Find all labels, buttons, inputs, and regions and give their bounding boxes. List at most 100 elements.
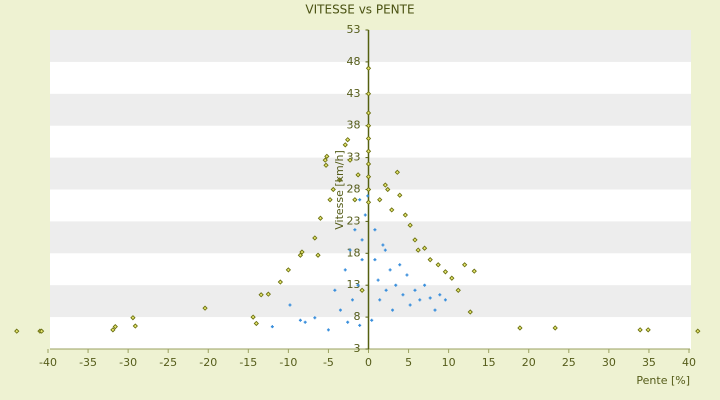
point: [471, 268, 477, 274]
point: [377, 197, 383, 203]
point: [322, 157, 328, 163]
point: [376, 278, 380, 282]
point: [270, 325, 274, 329]
y-tick-label: 13: [347, 278, 361, 291]
point: [401, 293, 405, 297]
point: [394, 283, 398, 287]
x-tick-label: 15: [482, 356, 496, 369]
point: [378, 298, 382, 302]
point: [408, 303, 412, 307]
point: [365, 161, 372, 167]
point: [355, 172, 361, 178]
point: [365, 91, 372, 97]
y-tick-label: 28: [347, 183, 361, 196]
point: [415, 247, 421, 253]
point: [365, 174, 372, 180]
point: [402, 212, 408, 218]
point: [299, 249, 305, 255]
point: [421, 245, 428, 251]
point: [342, 142, 348, 148]
point: [130, 315, 136, 321]
point: [637, 327, 643, 333]
y-tick-label: 23: [347, 214, 361, 227]
x-tick-label: 5: [405, 356, 412, 369]
point: [110, 327, 116, 333]
point: [324, 153, 330, 159]
point: [343, 268, 347, 272]
y-tick-label: 38: [347, 119, 361, 132]
point: [356, 283, 360, 287]
x-tick-label: -5: [323, 356, 334, 369]
point: [250, 314, 256, 320]
point: [337, 177, 343, 183]
y-tick-label: 48: [347, 55, 361, 68]
point: [288, 303, 292, 307]
y-tick-label: 3: [354, 342, 361, 355]
x-axis-label: Pente [%]: [636, 374, 690, 387]
point: [359, 287, 365, 293]
point: [265, 291, 271, 297]
point: [330, 186, 336, 193]
point: [407, 222, 413, 228]
point: [467, 309, 473, 315]
x-tick-label: 40: [682, 356, 696, 369]
point: [345, 137, 351, 143]
grid-band: [50, 221, 691, 254]
point: [373, 258, 377, 262]
point: [358, 198, 362, 202]
point: [385, 186, 391, 193]
point: [365, 199, 372, 205]
x-tick-label: 20: [522, 356, 536, 369]
point: [326, 328, 330, 332]
point: [358, 323, 362, 327]
point: [394, 169, 400, 175]
point: [112, 324, 118, 330]
x-tick-label: -20: [199, 356, 217, 369]
point: [352, 197, 358, 203]
y-tick-label: 53: [347, 23, 361, 36]
point: [442, 269, 449, 275]
point: [449, 275, 455, 281]
point: [455, 287, 461, 293]
grid-band: [50, 30, 691, 62]
point: [327, 197, 333, 203]
point: [443, 298, 447, 302]
point: [397, 192, 403, 198]
x-tick-label: -25: [159, 356, 177, 369]
point: [297, 252, 304, 258]
point: [435, 262, 441, 268]
point: [347, 157, 353, 163]
point: [645, 327, 651, 333]
point: [365, 65, 372, 71]
point: [384, 288, 388, 292]
y-tick-label: 43: [347, 87, 361, 100]
y-tick-label: 33: [347, 151, 361, 164]
point: [433, 308, 437, 312]
point: [391, 308, 395, 312]
point: [365, 135, 372, 142]
point: [412, 237, 418, 243]
point: [388, 268, 392, 272]
point: [382, 182, 388, 188]
grid-band: [50, 157, 691, 190]
point: [298, 318, 302, 322]
x-tick-label: 30: [602, 356, 616, 369]
point: [365, 123, 372, 129]
x-tick-label: -15: [239, 356, 257, 369]
point: [132, 323, 138, 329]
y-axis-label: Vitesse [km/h]: [333, 150, 346, 230]
point: [423, 283, 427, 287]
point: [348, 248, 352, 252]
point: [438, 293, 442, 297]
point: [333, 288, 337, 292]
grid-band: [50, 93, 691, 126]
point: [363, 213, 367, 217]
point: [312, 235, 318, 241]
point: [381, 243, 385, 247]
point: [366, 194, 370, 198]
y-tick-label: 18: [347, 246, 361, 259]
point: [365, 110, 372, 116]
point: [405, 273, 409, 277]
point: [365, 186, 372, 193]
